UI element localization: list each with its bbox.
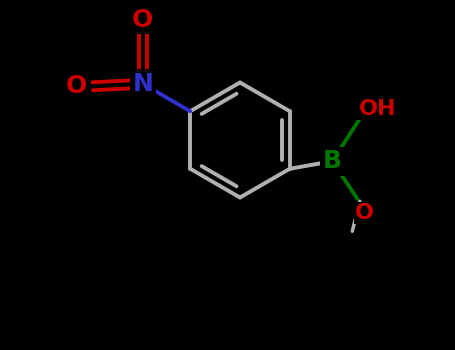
Text: N: N (132, 72, 153, 96)
Text: O: O (66, 74, 87, 98)
Text: O: O (132, 8, 153, 32)
Text: B: B (323, 149, 342, 173)
Text: OH: OH (359, 99, 396, 119)
Text: O: O (355, 203, 374, 223)
